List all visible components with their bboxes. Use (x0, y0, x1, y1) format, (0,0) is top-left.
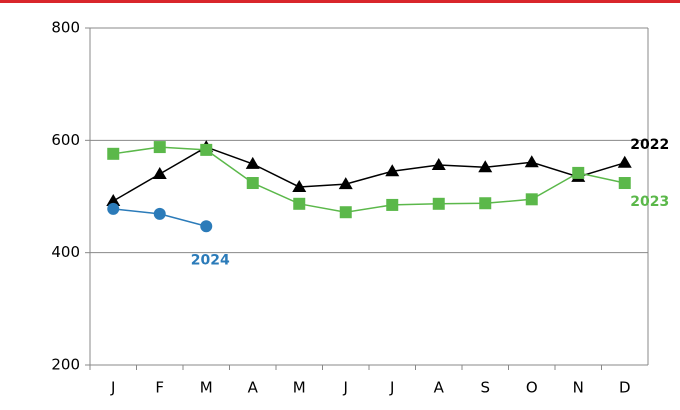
marker (339, 206, 352, 219)
x-tick-label: J (343, 379, 348, 397)
marker (106, 193, 121, 206)
x-tick-label: S (480, 379, 490, 397)
y-tick-label: 200 (51, 356, 80, 374)
x-tick-label: J (389, 379, 394, 397)
marker (245, 156, 260, 169)
marker (152, 167, 167, 180)
marker (385, 164, 400, 177)
marker (524, 155, 539, 168)
top-bar (0, 0, 680, 3)
marker (572, 166, 585, 179)
marker (153, 207, 166, 220)
series-line (112, 146, 625, 202)
x-tick-label: J (110, 379, 115, 397)
x-tick-label: D (619, 379, 631, 397)
x-tick-label: O (526, 379, 538, 397)
marker (153, 141, 166, 154)
marker (338, 177, 353, 190)
series-label: 2023 (630, 194, 669, 210)
y-tick-label: 800 (51, 19, 80, 37)
marker (431, 158, 446, 171)
marker (107, 147, 120, 160)
marker (386, 198, 399, 211)
marker (246, 177, 259, 190)
marker (293, 197, 306, 210)
marker (525, 193, 538, 206)
x-tick-label: N (573, 379, 584, 397)
marker (200, 220, 213, 233)
marker (432, 197, 445, 210)
marker (292, 179, 307, 192)
x-tick-label: F (155, 379, 164, 397)
x-tick-label: M (293, 379, 306, 397)
marker (479, 197, 492, 210)
series-line (113, 146, 625, 213)
series-label: 2022 (630, 137, 669, 153)
y-tick-label: 600 (51, 131, 80, 149)
marker (617, 155, 632, 168)
y-tick-label: 400 (51, 243, 80, 261)
x-tick-label: A (248, 379, 259, 397)
series-label: 2024 (191, 252, 230, 268)
marker (200, 143, 213, 156)
marker (618, 177, 631, 190)
x-tick-label: A (434, 379, 445, 397)
x-tick-label: M (200, 379, 213, 397)
marker (107, 202, 120, 215)
marker (478, 160, 493, 173)
